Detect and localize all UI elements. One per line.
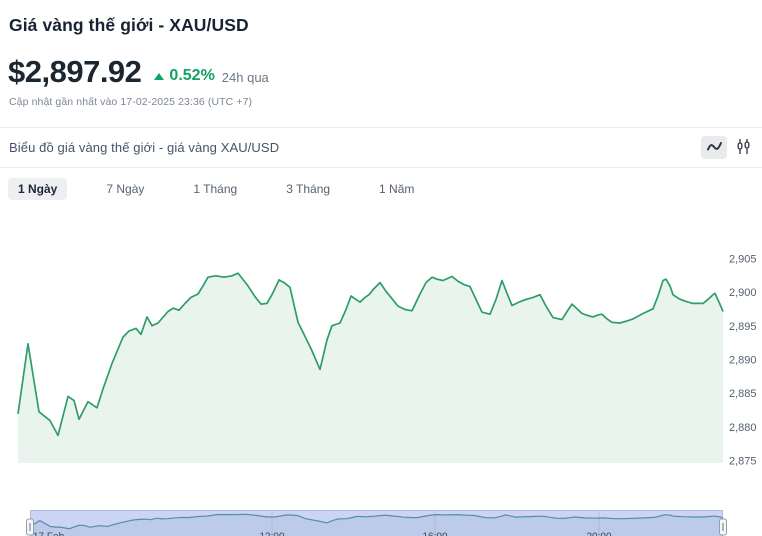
tab-1-day[interactable]: 1 Ngày: [8, 177, 68, 200]
gold-price-page: Giá vàng thế giới - XAU/USD $2,897.92 0.…: [0, 14, 762, 536]
price-row: $2,897.92 0.52% 24h qua: [8, 53, 762, 91]
y-axis-label: 2,895: [729, 321, 757, 333]
line-chart-icon: [706, 139, 723, 156]
chart-type-toggle: [701, 136, 756, 159]
chart-section-title: Biểu đồ giá vàng thế giới - giá vàng XAU…: [9, 140, 280, 155]
navigator-line-series: [29, 513, 724, 530]
y-axis-label: 2,885: [729, 388, 757, 400]
time-range-tabs: 1 Ngày 7 Ngày 1 Tháng 3 Tháng 1 Năm: [8, 177, 762, 200]
navigator-time-label: 20:00: [586, 532, 611, 536]
navigator-left-handle[interactable]: [26, 518, 34, 536]
price-line-series: [17, 272, 724, 437]
navigator-area-fill: [30, 514, 723, 536]
current-price: $2,897.92: [8, 54, 142, 89]
price-chart[interactable]: 2,905 2,900 2,895 2,890 2,885 2,880 2,875 17 Fe…: [0, 14, 762, 536]
tab-3-months[interactable]: 3 Tháng: [276, 178, 340, 200]
y-axis-label: 2,900: [729, 287, 757, 299]
line-chart-toggle-button[interactable]: [701, 136, 727, 159]
price-area-fill: [18, 273, 723, 463]
price-change: 0.52% 24h qua: [154, 67, 269, 85]
candlestick-chart-icon: [736, 138, 751, 158]
tab-1-month[interactable]: 1 Tháng: [183, 178, 247, 200]
candlestick-toggle-button[interactable]: [730, 136, 756, 159]
y-axis-label: 2,880: [729, 422, 757, 434]
chart-canvas: 2,905 2,900 2,895 2,890 2,885 2,880 2,875 17 Fe…: [0, 14, 762, 536]
navigator-band[interactable]: [30, 510, 723, 536]
page-title: Giá vàng thế giới - XAU/USD: [9, 15, 249, 35]
navigator-time-label: 16:00: [422, 532, 447, 536]
navigator-right-handle[interactable]: [719, 518, 727, 536]
up-arrow-icon: [154, 72, 165, 80]
tab-7-days[interactable]: 7 Ngày: [96, 178, 154, 200]
navigator-time-label: 17 Feb: [33, 532, 65, 536]
last-updated: Cập nhật gần nhất vào 17-02-2025 23:36 (…: [9, 96, 253, 108]
y-axis-label: 2,875: [729, 456, 757, 468]
y-axis-label: 2,905: [729, 254, 757, 266]
tab-1-year[interactable]: 1 Năm: [369, 178, 424, 200]
change-period: 24h qua: [221, 69, 269, 85]
y-axis-label: 2,890: [729, 355, 757, 367]
chart-card-header: Biểu đồ giá vàng thế giới - giá vàng XAU…: [0, 127, 762, 168]
change-percent: 0.52%: [169, 67, 215, 84]
navigator-time-label: 12:00: [259, 532, 284, 536]
